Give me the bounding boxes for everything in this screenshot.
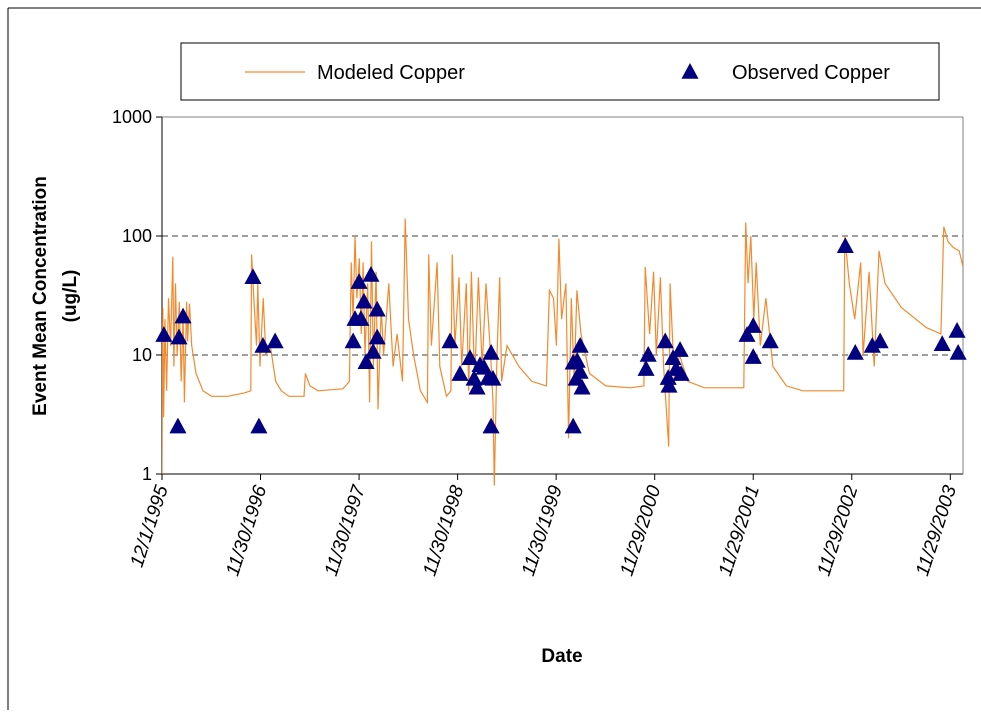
observed-marker bbox=[571, 362, 589, 379]
legend-box bbox=[180, 42, 940, 101]
observed-marker bbox=[254, 337, 272, 353]
observed-marker bbox=[482, 343, 500, 360]
observed-marker bbox=[352, 310, 370, 326]
observed-marker bbox=[357, 353, 375, 369]
observed-marker bbox=[933, 335, 951, 352]
observed-marker bbox=[355, 292, 373, 309]
observed-marker bbox=[368, 300, 386, 317]
observed-marker bbox=[344, 332, 362, 349]
observed-marker bbox=[482, 417, 500, 434]
x-axis-title: Date bbox=[541, 646, 582, 667]
observed-marker bbox=[846, 343, 864, 360]
y-axis-title: Event Mean Concentration (ug/L) bbox=[30, 176, 81, 416]
observed-marker bbox=[573, 378, 591, 395]
observed-marker bbox=[639, 346, 657, 362]
observed-marker bbox=[836, 237, 854, 254]
observed-marker bbox=[948, 322, 966, 338]
observed-marker bbox=[568, 352, 586, 368]
observed-marker bbox=[744, 317, 762, 333]
legend-label: Observed Copper bbox=[732, 62, 890, 84]
observed-marker bbox=[660, 376, 678, 393]
legend-label: Modeled Copper bbox=[317, 62, 465, 84]
plot-area bbox=[162, 117, 963, 474]
observed-marker bbox=[250, 417, 268, 434]
observed-marker bbox=[671, 341, 689, 357]
observed-marker bbox=[266, 332, 284, 349]
observed-marker bbox=[362, 266, 380, 282]
observed-marker bbox=[863, 337, 881, 353]
observed-marker bbox=[871, 332, 889, 349]
observed-marker bbox=[451, 365, 469, 381]
observed-marker bbox=[461, 349, 479, 365]
observed-marker bbox=[738, 326, 756, 342]
x-tick-label: 11/29/2002 bbox=[814, 483, 863, 579]
observed-marker bbox=[571, 337, 589, 353]
observed-marker bbox=[672, 365, 690, 381]
observed-marker bbox=[656, 332, 674, 349]
observed-marker bbox=[155, 326, 173, 342]
y-tick-label: 10 bbox=[132, 345, 152, 365]
x-tick-label: 12/1/1995 bbox=[127, 483, 173, 570]
y-tick-label: 1 bbox=[142, 464, 152, 484]
x-tick-label: 11/29/2000 bbox=[617, 483, 666, 579]
x-tick-label: 11/30/1997 bbox=[321, 482, 370, 579]
y-axis-title-line: Event Mean Concentration bbox=[30, 176, 51, 416]
observed-marker bbox=[484, 369, 502, 386]
observed-marker bbox=[659, 369, 677, 385]
x-tick-label: 11/29/2003 bbox=[912, 483, 961, 579]
observed-marker bbox=[664, 349, 682, 365]
observed-marker bbox=[637, 360, 655, 376]
observed-marker bbox=[564, 417, 582, 434]
observed-marker bbox=[350, 273, 368, 289]
legend-swatch bbox=[681, 63, 699, 79]
x-tick-label: 11/29/2001 bbox=[715, 483, 764, 579]
observed-marker bbox=[169, 417, 187, 434]
observed-marker bbox=[744, 348, 762, 364]
observed-marker bbox=[441, 332, 459, 349]
y-tick-label: 100 bbox=[122, 226, 152, 246]
observed-marker bbox=[174, 307, 192, 324]
observed-marker bbox=[244, 268, 262, 285]
y-tick-label: 1000 bbox=[112, 107, 152, 127]
x-tick-label: 11/30/1999 bbox=[518, 483, 567, 579]
x-tick-label: 11/30/1998 bbox=[419, 483, 468, 579]
observed-marker bbox=[368, 328, 386, 345]
observed-marker bbox=[761, 332, 779, 349]
observed-marker bbox=[468, 378, 486, 395]
observed-marker bbox=[170, 328, 188, 345]
x-tick-label: 11/30/1996 bbox=[222, 483, 271, 579]
observed-marker bbox=[949, 343, 967, 360]
y-axis-title-line: (ug/L) bbox=[60, 270, 81, 323]
observed-marker bbox=[364, 342, 382, 359]
